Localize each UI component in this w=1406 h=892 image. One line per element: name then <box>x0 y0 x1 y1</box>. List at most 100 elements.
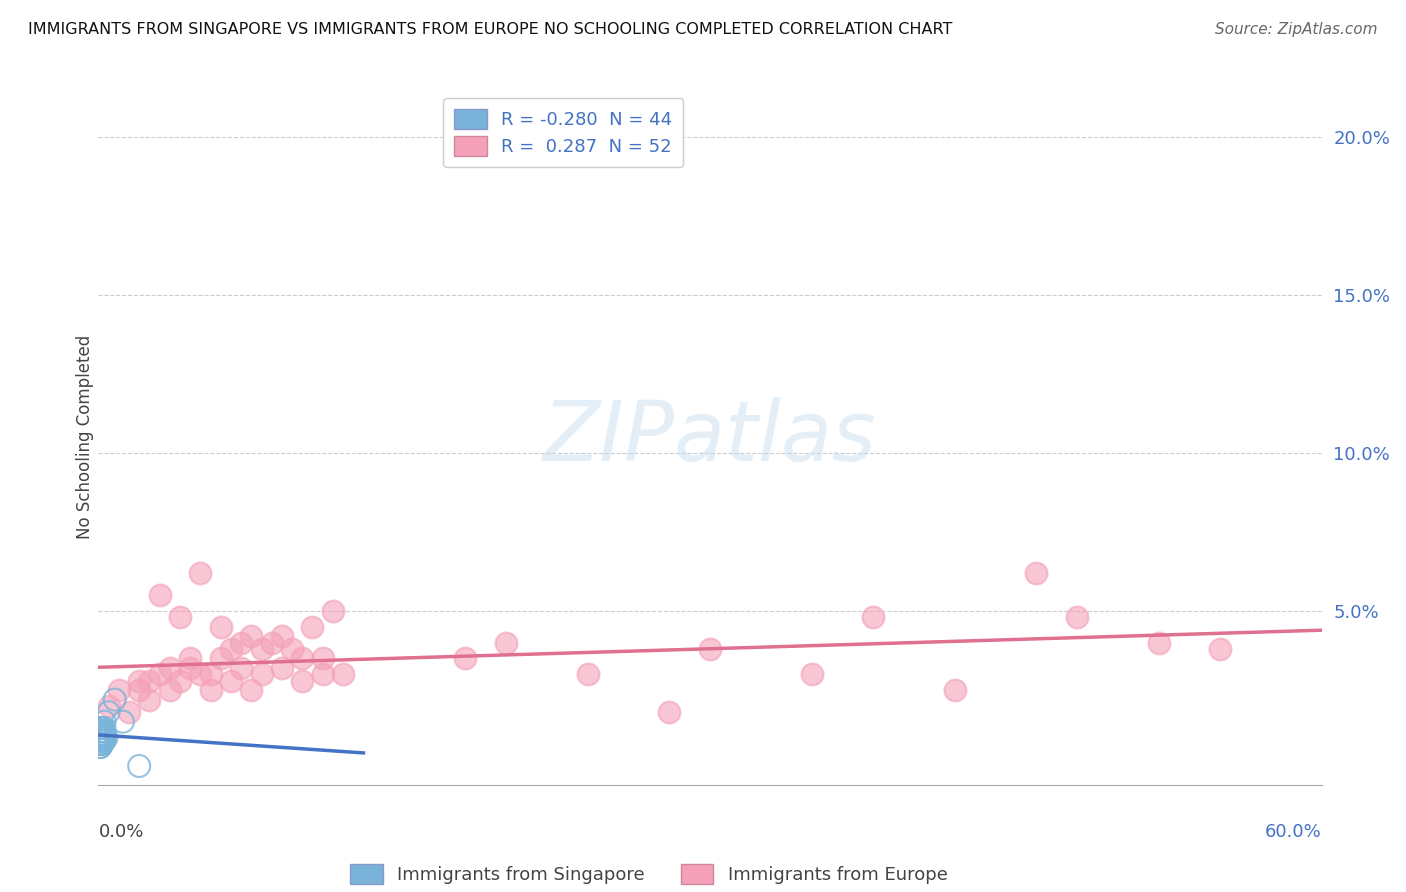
Point <box>1025 566 1047 580</box>
Point <box>209 651 232 665</box>
Text: 60.0%: 60.0% <box>1265 823 1322 841</box>
Point <box>91 724 114 739</box>
Point <box>576 667 599 681</box>
Point <box>89 721 111 735</box>
Point <box>169 610 191 624</box>
Point <box>89 727 111 741</box>
Point <box>93 721 115 735</box>
Point <box>209 620 232 634</box>
Point <box>149 667 172 681</box>
Point <box>312 651 335 665</box>
Point <box>91 737 114 751</box>
Point <box>91 733 114 747</box>
Point <box>89 731 111 745</box>
Point <box>93 731 115 745</box>
Point <box>260 635 283 649</box>
Point <box>89 727 111 741</box>
Point <box>128 673 150 688</box>
Text: 0.0%: 0.0% <box>98 823 143 841</box>
Point <box>658 705 681 719</box>
Point <box>1147 635 1170 649</box>
Point <box>240 629 263 643</box>
Point <box>91 731 114 745</box>
Point <box>118 705 141 719</box>
Point <box>179 651 201 665</box>
Text: Source: ZipAtlas.com: Source: ZipAtlas.com <box>1215 22 1378 37</box>
Point <box>91 724 114 739</box>
Point <box>89 731 111 745</box>
Point <box>188 667 212 681</box>
Point <box>200 683 222 698</box>
Point <box>188 566 212 580</box>
Point <box>89 739 111 754</box>
Point <box>91 727 114 741</box>
Point <box>89 731 111 745</box>
Point <box>89 731 111 745</box>
Point <box>862 610 884 624</box>
Point <box>93 727 115 741</box>
Point <box>332 667 354 681</box>
Point <box>301 620 323 634</box>
Point <box>89 737 111 751</box>
Legend: Immigrants from Singapore, Immigrants from Europe: Immigrants from Singapore, Immigrants fr… <box>343 856 955 891</box>
Point <box>89 721 111 735</box>
Point <box>454 651 477 665</box>
Point <box>322 604 344 618</box>
Point <box>89 737 111 751</box>
Point <box>312 667 335 681</box>
Point <box>801 667 824 681</box>
Point <box>281 642 304 657</box>
Y-axis label: No Schooling Completed: No Schooling Completed <box>76 335 94 539</box>
Point <box>200 667 222 681</box>
Point <box>89 724 111 739</box>
Point <box>219 642 242 657</box>
Point <box>159 683 181 698</box>
Point <box>89 733 111 747</box>
Point <box>93 714 115 729</box>
Point <box>128 683 150 698</box>
Point <box>91 733 114 747</box>
Point <box>138 692 160 706</box>
Point <box>179 661 201 675</box>
Point <box>91 727 114 741</box>
Point <box>291 673 314 688</box>
Point <box>159 661 181 675</box>
Point <box>96 731 118 745</box>
Point <box>91 727 114 741</box>
Point <box>97 705 120 719</box>
Point <box>240 683 263 698</box>
Point <box>89 731 111 745</box>
Point <box>943 683 966 698</box>
Point <box>91 724 114 739</box>
Point <box>97 698 120 713</box>
Point <box>231 635 253 649</box>
Point <box>270 629 294 643</box>
Point <box>250 667 273 681</box>
Point <box>111 714 134 729</box>
Point <box>91 733 114 747</box>
Point <box>699 642 721 657</box>
Point <box>270 661 294 675</box>
Point <box>138 673 160 688</box>
Text: ZIPatlas: ZIPatlas <box>543 397 877 477</box>
Point <box>231 661 253 675</box>
Point <box>250 642 273 657</box>
Point <box>291 651 314 665</box>
Point <box>108 683 131 698</box>
Point <box>89 733 111 747</box>
Point <box>93 733 115 747</box>
Point <box>169 673 191 688</box>
Point <box>91 724 114 739</box>
Point <box>219 673 242 688</box>
Point <box>1209 642 1232 657</box>
Point <box>89 737 111 751</box>
Point <box>91 721 114 735</box>
Point <box>91 724 114 739</box>
Point <box>149 588 172 602</box>
Point <box>93 731 115 745</box>
Point <box>104 692 127 706</box>
Point <box>91 724 114 739</box>
Point <box>89 739 111 754</box>
Point <box>1066 610 1088 624</box>
Text: IMMIGRANTS FROM SINGAPORE VS IMMIGRANTS FROM EUROPE NO SCHOOLING COMPLETED CORRE: IMMIGRANTS FROM SINGAPORE VS IMMIGRANTS … <box>28 22 952 37</box>
